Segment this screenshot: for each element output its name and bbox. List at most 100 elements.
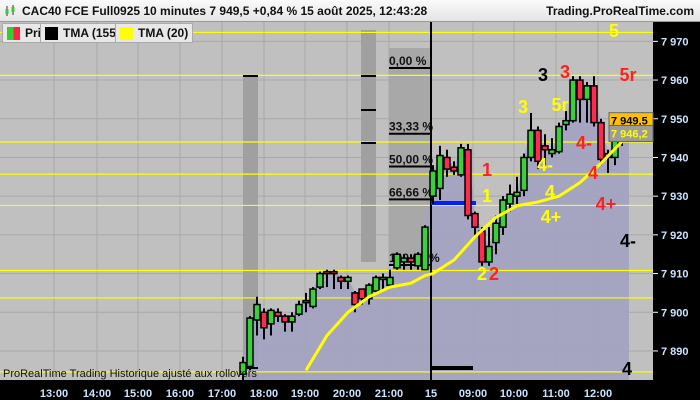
candle: [309, 287, 317, 309]
candle: [337, 275, 345, 290]
wave-annotation: 1: [482, 186, 492, 206]
candle-body: [407, 257, 415, 263]
legend-label: TMA (155): [63, 26, 120, 40]
wave-annotation: 3: [538, 65, 548, 85]
x-tick-label: 21:00: [375, 388, 403, 400]
candle: [281, 314, 289, 332]
candle-body: [436, 154, 444, 190]
candle-body: [421, 226, 429, 271]
x-tick-label: 18:00: [250, 388, 278, 400]
candle-body: [379, 276, 387, 281]
window-title: CAC40 FCE Full0925 10 minutes 7 949,5 +0…: [22, 4, 428, 18]
wave-annotation: 4-: [576, 133, 592, 153]
candle-body: [358, 288, 366, 300]
candle-body: [246, 317, 254, 368]
candle: [471, 211, 479, 235]
candle: [520, 153, 528, 197]
candle: [492, 215, 500, 255]
wave-annotation: 4+: [541, 207, 562, 227]
y-tick-label: 7 970: [661, 36, 689, 48]
candle-body: [295, 303, 303, 315]
candle-body: [429, 170, 437, 197]
candle: [407, 254, 415, 270]
candle-body: [281, 315, 289, 323]
wave-annotation: 3: [518, 97, 528, 117]
candle: [527, 112, 535, 162]
x-tick-label: 17:00: [208, 388, 236, 400]
candle-body: [414, 253, 422, 267]
y-tick-label: 7 960: [661, 75, 689, 87]
candle-body: [520, 156, 528, 192]
x-tick-label: 09:00: [459, 388, 487, 400]
candle-body: [541, 145, 549, 151]
candle-body: [457, 147, 465, 176]
current-price-tag: 7 949,5: [611, 116, 648, 128]
candle: [436, 145, 444, 201]
tma20-swatch: [120, 27, 133, 40]
candle: [569, 76, 577, 123]
site-link[interactable]: Trading.ProRealTime.com: [546, 4, 694, 18]
candle: [541, 134, 549, 166]
candle-body: [316, 272, 324, 288]
legend-tma20[interactable]: TMA (20): [115, 23, 194, 43]
legend-tma155[interactable]: TMA (155): [40, 23, 125, 43]
candle-body: [323, 270, 331, 275]
fibonacci-label: 33,33 %: [389, 120, 433, 134]
wave-annotation: 4+: [596, 194, 617, 214]
candle-body: [344, 276, 352, 283]
x-tick-label: 19:00: [291, 388, 319, 400]
candle: [485, 227, 493, 266]
candle-body: [372, 276, 380, 292]
wave-annotation: 4: [545, 182, 555, 202]
candle: [506, 184, 514, 212]
candle: [267, 308, 275, 336]
bottom-axis: [0, 380, 653, 400]
candle: [365, 283, 373, 305]
candle-body: [555, 125, 563, 153]
candle: [274, 308, 282, 322]
wave-annotation: 3: [560, 62, 570, 82]
y-tick-label: 7 890: [661, 346, 689, 358]
candle-body: [583, 85, 591, 101]
candle-body: [562, 119, 570, 126]
candle: [372, 275, 380, 293]
candlestick-icon: [5, 5, 15, 16]
candle: [393, 252, 401, 270]
candle: [400, 254, 408, 270]
candle: [590, 76, 598, 127]
candle-body: [400, 257, 408, 263]
x-tick-label: 11:00: [542, 388, 570, 400]
x-tick-label: 15:00: [124, 388, 152, 400]
candle: [464, 143, 472, 220]
candle-body: [590, 85, 598, 124]
y-tick-label: 7 900: [661, 307, 689, 319]
x-tick-label: 20:00: [333, 388, 361, 400]
wave-annotation: 4-: [620, 231, 636, 251]
candle-body: [597, 121, 605, 161]
tma155-swatch: [45, 27, 58, 40]
x-tick-label: 13:00: [40, 388, 68, 400]
wave-annotation: 1: [482, 160, 492, 180]
right-axis: [653, 22, 700, 400]
candle-body: [576, 79, 584, 101]
candle-body: [386, 276, 394, 286]
tma20-price-tag: 7 946,2: [611, 128, 648, 140]
candle-body: [302, 299, 310, 304]
candle-body: [464, 148, 472, 217]
wave-annotation: 4: [622, 359, 632, 379]
x-tick-label: 16:00: [166, 388, 194, 400]
prix-swatch: [7, 27, 20, 40]
y-tick-label: 7 930: [661, 191, 689, 203]
x-tick-label: 10:00: [500, 388, 528, 400]
candle-body: [239, 361, 247, 375]
y-tick-label: 7 910: [661, 269, 689, 281]
candle: [576, 76, 584, 123]
candle-body: [274, 311, 282, 317]
candle: [316, 271, 324, 290]
candle: [323, 269, 331, 288]
candle: [597, 118, 605, 166]
candle-body: [330, 270, 338, 275]
candle: [386, 269, 394, 288]
candle: [562, 111, 570, 131]
